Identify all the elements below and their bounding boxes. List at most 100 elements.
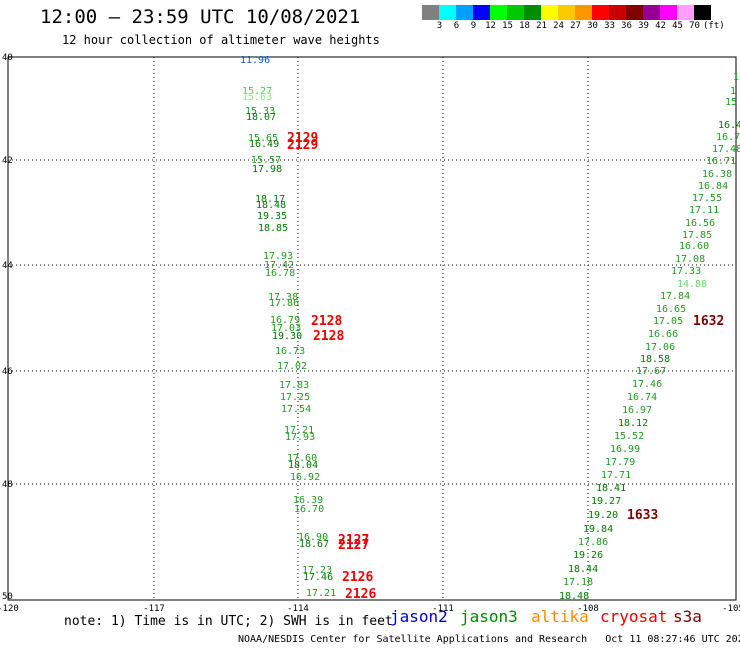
wave-height-value: 18.48 (559, 591, 589, 602)
wave-height-value: 16.56 (685, 218, 715, 229)
wave-height-value: 17.55 (692, 193, 722, 204)
wave-height-value: 17.38 (268, 292, 298, 303)
wave-height-value: 16.73 (275, 346, 305, 357)
map-frame (7, 56, 737, 601)
wave-height-value: 15.57 (251, 155, 281, 166)
color-scale-tick: 21 (536, 21, 547, 31)
pass-time-label: 2129 (287, 131, 318, 146)
color-swatch (439, 5, 456, 20)
east-satellite-track: 111516.416.7917.4816.7116.3816.8417.5517… (559, 72, 740, 602)
latitude-label: 48 (2, 480, 13, 490)
color-scale-tick: 9 (470, 21, 477, 31)
color-scale-tick: 3 (436, 21, 443, 31)
wave-height-value: 19.26 (573, 550, 603, 561)
wave-height-value: 17.03 (271, 323, 301, 334)
color-scale-tick: 15 (502, 21, 513, 31)
legend-jason3: jason3 (460, 607, 518, 626)
wave-height-value: 16.4 (718, 120, 740, 131)
wave-height-value: 11.96 (240, 55, 270, 66)
wave-height-value: 17.71 (601, 470, 631, 481)
wave-height-value: 17.11 (689, 205, 719, 216)
wave-height-value: 17.46 (303, 572, 333, 583)
pass-time-label: 2127 (338, 533, 369, 548)
wave-height-value: 17.05 (653, 316, 683, 327)
color-scale-bar (422, 5, 711, 20)
pass-time-label: 2128 (313, 329, 344, 344)
wave-height-value: 17.83 (279, 380, 309, 391)
longitude-label: -105 (722, 604, 740, 614)
color-swatch (558, 5, 575, 20)
color-scale-tick: 6 (453, 21, 460, 31)
color-swatch (473, 5, 490, 20)
color-swatch (609, 5, 626, 20)
wave-height-value: 18.12 (618, 418, 648, 429)
wave-height-value: 17.21 (284, 425, 314, 436)
color-scale-tick: 24 (553, 21, 564, 31)
wave-height-value: 17.23 (302, 565, 332, 576)
color-scale-tick: 12 (485, 21, 496, 31)
color-swatch (660, 5, 677, 20)
wave-height-value: 17.93 (263, 251, 293, 262)
wave-height-value: 17.21 (306, 588, 336, 599)
pass-time-label: 1632 (693, 314, 724, 329)
wave-height-value: 17.06 (645, 342, 675, 353)
wave-height-value: 17.79 (605, 457, 635, 468)
wave-height-value: 17.60 (287, 453, 317, 464)
wave-height-value: 19.27 (591, 496, 621, 507)
legend-altika: altika (531, 607, 589, 626)
wave-height-value: 1 (733, 72, 739, 83)
color-scale-tick: 70 (689, 21, 700, 31)
wave-height-value: 17.86 (269, 298, 299, 309)
color-scale-tick: 18 (519, 21, 530, 31)
wave-height-value: 19.20 (588, 510, 618, 521)
wave-height-value: 14.88 (677, 279, 707, 290)
axis-labels: 40 42 44 46 48 50 -120 -117 -114 -111 -108 -105 (0, 53, 740, 614)
lat-lon-grid (8, 57, 736, 600)
color-swatch (643, 5, 660, 20)
wave-height-value: 17.85 (682, 230, 712, 241)
longitude-label: -120 (0, 604, 19, 614)
color-swatch (524, 5, 541, 20)
wave-height-value: 15.27 (242, 86, 272, 97)
latitude-label: 42 (2, 156, 13, 166)
wave-height-value: 18.48 (256, 200, 286, 211)
wave-height-value: 17.48 (712, 144, 740, 155)
wave-height-value: 16.49 (249, 139, 279, 150)
latitude-label: 44 (2, 261, 13, 271)
wave-height-value: 16.90 (298, 532, 328, 543)
longitude-label: -114 (287, 604, 309, 614)
pass-time-label: 2127 (338, 538, 369, 553)
color-swatch (677, 5, 694, 20)
color-swatch (456, 5, 473, 20)
wave-height-value: 19.35 (257, 211, 287, 222)
color-scale-tick: 36 (621, 21, 632, 31)
legend-jason2: jason2 (390, 607, 448, 626)
wave-height-value: 17.54 (281, 404, 311, 415)
wave-height-value: 17.98 (252, 164, 282, 175)
wave-height-value: 16.97 (622, 405, 652, 416)
color-scale-tick: 39 (638, 21, 649, 31)
wave-height-value: 17.67 (636, 366, 666, 377)
map-title: 12:00 — 23:59 UTC 10/08/2021 (40, 6, 361, 28)
longitude-label: -108 (577, 604, 599, 614)
wave-height-value: 18.41 (596, 483, 626, 494)
pass-time-label: 2128 (311, 314, 342, 329)
color-scale-tick: 45 (672, 21, 683, 31)
wave-height-value: 18.58 (640, 354, 670, 365)
wave-height-value: 17.25 (280, 392, 310, 403)
wave-height-value: 15.63 (242, 92, 272, 103)
pass-time-label: 1633 (627, 508, 658, 523)
wave-height-value: 18.17 (255, 194, 285, 205)
wave-height-value: 15.65 (248, 133, 278, 144)
color-swatch (541, 5, 558, 20)
wave-height-value: 16.60 (679, 241, 709, 252)
wave-height-value: 15.33 (245, 106, 275, 117)
pass-time-label: 2126 (342, 570, 373, 585)
color-swatch (507, 5, 524, 20)
wave-height-value: 17.42 (264, 260, 294, 271)
wave-height-value: 16.79 (716, 132, 740, 143)
wave-height-value: 16.79 (270, 315, 300, 326)
wave-height-value: 17.86 (578, 537, 608, 548)
